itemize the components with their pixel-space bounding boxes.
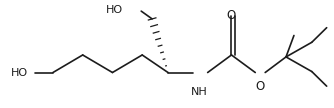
Text: HO: HO	[11, 68, 28, 78]
Text: O: O	[256, 80, 265, 93]
Text: NH: NH	[191, 87, 208, 97]
Text: O: O	[227, 9, 236, 22]
Text: HO: HO	[106, 5, 123, 15]
